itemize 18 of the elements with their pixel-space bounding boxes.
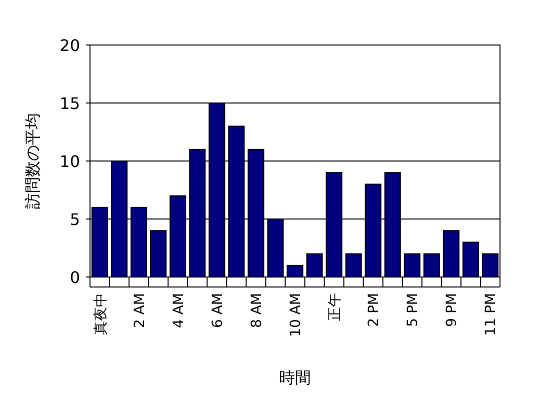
- x-axis-title: 時間: [279, 368, 311, 387]
- x-tick-label: 10 AM: [288, 293, 304, 337]
- y-tick-label: 10: [60, 152, 80, 171]
- y-tick-label: 15: [60, 94, 80, 113]
- x-tick-label: 9 PM: [444, 293, 460, 327]
- y-tick-label: 5: [70, 210, 80, 229]
- y-axis-title: 訪問数の平均: [23, 113, 42, 209]
- x-tick-label: 8 AM: [248, 293, 265, 328]
- x-tick-label: 5 PM: [405, 293, 422, 327]
- x-tick-label: 6 AM: [210, 293, 226, 328]
- y-tick-label: 20: [60, 36, 80, 55]
- x-tick-label: 正午: [327, 293, 344, 321]
- x-tick-label: 真夜中: [92, 293, 109, 335]
- x-tick-label: 2 AM: [132, 293, 148, 328]
- x-tick-label: 4 AM: [170, 293, 187, 328]
- y-tick-label: 0: [70, 268, 80, 287]
- x-tick-label: 11 PM: [483, 293, 500, 336]
- x-tick-label: 2 PM: [366, 293, 382, 327]
